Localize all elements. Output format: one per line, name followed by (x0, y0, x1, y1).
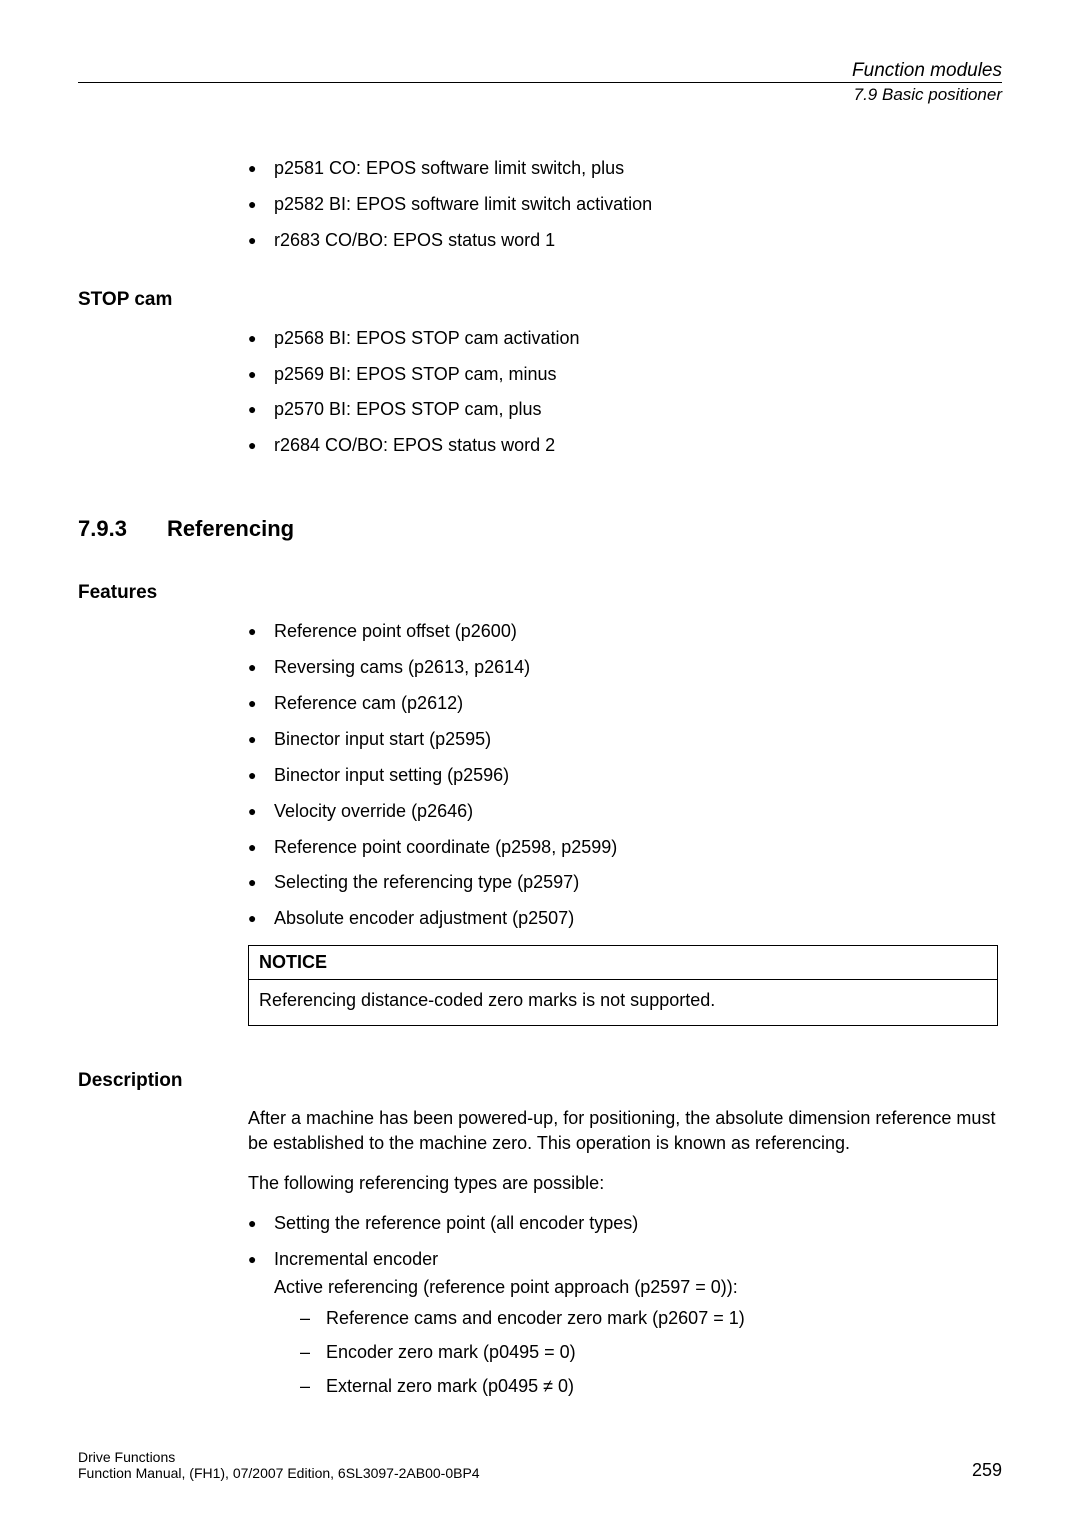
heading-title: Referencing (167, 516, 294, 542)
list-item: Binector input setting (p2596) (248, 762, 1002, 790)
footer-line1: Drive Functions (78, 1449, 480, 1465)
list-item: Setting the reference point (all encoder… (248, 1210, 1002, 1238)
list-item: Reference point offset (p2600) (248, 618, 1002, 646)
sub-list-item: Reference cams and encoder zero mark (p2… (300, 1305, 1002, 1333)
running-header: Function modules 7.9 Basic positioner (78, 60, 1002, 105)
list-item: p2581 CO: EPOS software limit switch, pl… (248, 155, 1002, 183)
sub-list-item: External zero mark (p0495 ≠ 0) (300, 1373, 1002, 1401)
header-chapter: Function modules (78, 60, 1002, 82)
list-item: p2582 BI: EPOS software limit switch act… (248, 191, 1002, 219)
heading-features: Features (78, 582, 1002, 604)
footer-left: Drive Functions Function Manual, (FH1), … (78, 1449, 480, 1481)
list-item: Absolute encoder adjustment (p2507) (248, 905, 1002, 933)
list-item-text: Incremental encoder (274, 1249, 438, 1269)
heading-number: 7.9.3 (78, 516, 127, 542)
footer-line2: Function Manual, (FH1), 07/2007 Edition,… (78, 1465, 480, 1481)
notice-text: Referencing distance-coded zero marks is… (249, 980, 997, 1025)
page-root: Function modules 7.9 Basic positioner p2… (0, 0, 1080, 1527)
list-item: Velocity override (p2646) (248, 798, 1002, 826)
stop-cam-bullets: p2568 BI: EPOS STOP cam activation p2569… (248, 325, 1002, 461)
list-item: p2570 BI: EPOS STOP cam, plus (248, 396, 1002, 424)
sub-list-item: Encoder zero mark (p0495 = 0) (300, 1339, 1002, 1367)
description-bullets: Setting the reference point (all encoder… (248, 1210, 1002, 1401)
page-footer: Drive Functions Function Manual, (FH1), … (78, 1449, 1002, 1481)
notice-label: NOTICE (249, 946, 997, 980)
list-item-after: Active referencing (reference point appr… (274, 1277, 738, 1297)
list-item: Reference point coordinate (p2598, p2599… (248, 834, 1002, 862)
header-section: 7.9 Basic positioner (78, 82, 1002, 105)
notice-box: NOTICE Referencing distance-coded zero m… (248, 945, 998, 1026)
list-item: r2684 CO/BO: EPOS status word 2 (248, 432, 1002, 460)
list-item: Binector input start (p2595) (248, 726, 1002, 754)
list-item-text: Setting the reference point (all encoder… (274, 1213, 638, 1233)
heading-7-9-3: 7.9.3 Referencing (78, 516, 1002, 542)
list-item: Reference cam (p2612) (248, 690, 1002, 718)
page-number: 259 (972, 1460, 1002, 1481)
list-item: p2568 BI: EPOS STOP cam activation (248, 325, 1002, 353)
top-bullet-block: p2581 CO: EPOS software limit switch, pl… (248, 155, 1002, 255)
features-bullets: Reference point offset (p2600) Reversing… (248, 618, 1002, 933)
list-item: Incremental encoder Active referencing (… (248, 1246, 1002, 1401)
description-para-1: After a machine has been powered-up, for… (248, 1106, 998, 1156)
description-para-2: The following referencing types are poss… (248, 1171, 998, 1196)
heading-stop-cam: STOP cam (78, 289, 1002, 311)
heading-description: Description (78, 1070, 1002, 1092)
list-item: r2683 CO/BO: EPOS status word 1 (248, 227, 1002, 255)
list-item: Reversing cams (p2613, p2614) (248, 654, 1002, 682)
list-item: p2569 BI: EPOS STOP cam, minus (248, 361, 1002, 389)
page-content: p2581 CO: EPOS software limit switch, pl… (78, 155, 1002, 1401)
list-item: Selecting the referencing type (p2597) (248, 869, 1002, 897)
